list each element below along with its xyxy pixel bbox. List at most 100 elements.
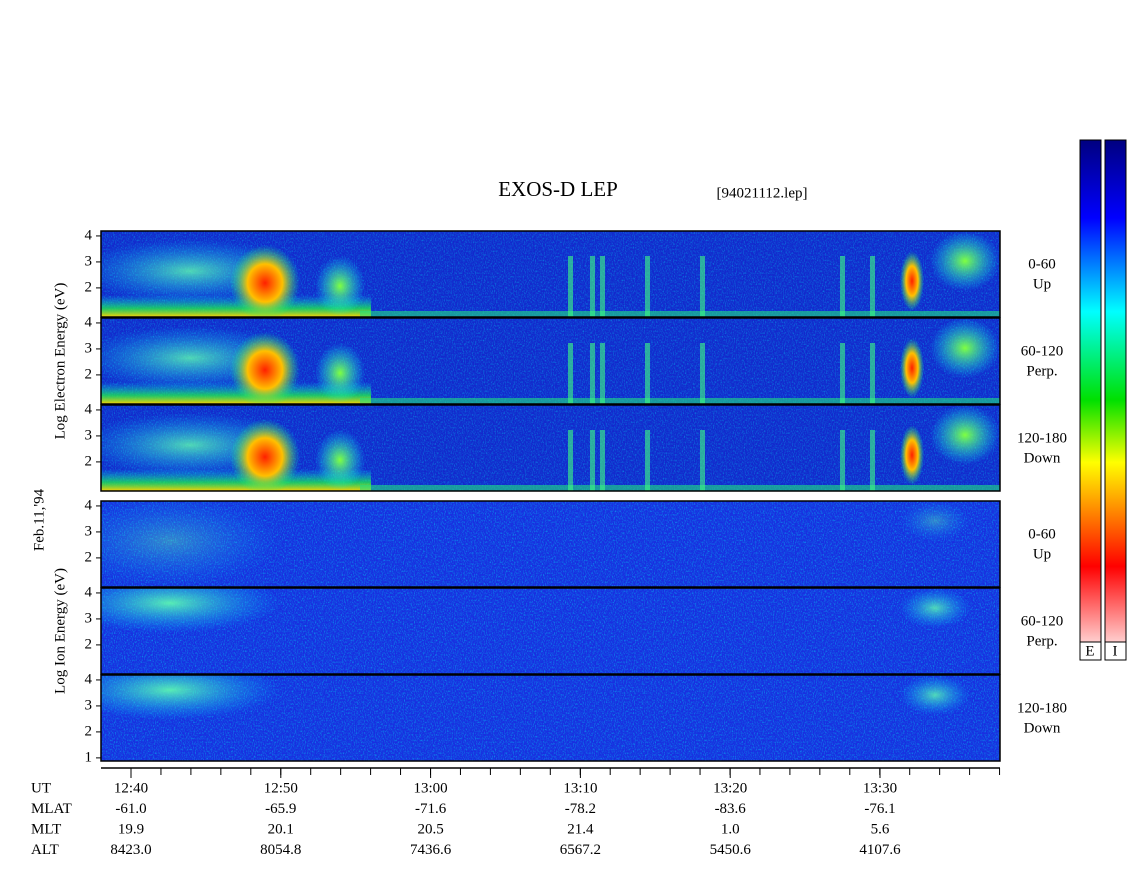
y-tick-label: 2 (85, 453, 93, 469)
direction-label: Up (1033, 276, 1051, 292)
y-tick-label: 1 (85, 749, 93, 765)
time-label: 13:20 (713, 780, 747, 796)
pitch-label: 60-120 (1021, 613, 1064, 629)
feature (900, 251, 924, 311)
feature (568, 256, 573, 317)
feature (840, 430, 845, 491)
direction-label: Perp. (1026, 633, 1057, 649)
row-value: 1.0 (721, 821, 740, 837)
direction-label: Down (1024, 720, 1061, 736)
panel-frame (100, 404, 1001, 492)
row-value: -76.1 (864, 801, 895, 817)
time-label: 12:40 (114, 780, 148, 796)
feature (101, 501, 280, 586)
y-tick-label: 4 (85, 401, 93, 417)
feature (870, 430, 875, 491)
row-label: UT (31, 780, 51, 796)
time-label: 12:50 (264, 780, 298, 796)
spectrogram (101, 675, 1000, 761)
spectrogram (101, 588, 1000, 674)
row-value: -71.6 (415, 801, 447, 817)
feature (900, 501, 970, 541)
feature (315, 256, 365, 316)
row-value: -78.2 (565, 801, 596, 817)
row-label: MLT (31, 821, 61, 837)
panel-frame (100, 500, 1001, 588)
date-label: Feb.11,'94 (31, 488, 47, 551)
y-tick-label: 3 (85, 523, 93, 539)
y-tick-label: 2 (85, 279, 93, 295)
y-tick-label: 2 (85, 366, 93, 382)
band (360, 311, 1000, 317)
row-value: 8054.8 (260, 842, 301, 858)
feature (900, 675, 970, 715)
pitch-label: 0-60 (1028, 256, 1056, 272)
feature (900, 588, 970, 628)
y-tick-label: 2 (85, 549, 93, 565)
spectrogram-panel: 1 2 3 4 120-180 Down (85, 671, 1068, 765)
row-value: -65.9 (265, 801, 296, 817)
feature (930, 405, 1000, 465)
row-value: 19.9 (118, 821, 144, 837)
time-axis: UT 12:40 12:50 13:00 13:10 13:20 13:30 MLAT -61.… (31, 767, 1001, 858)
y-axis-label: Log Electron Energy (eV) (52, 283, 68, 440)
panel-frame (100, 587, 1001, 675)
row-value: 8423.0 (110, 842, 151, 858)
y-tick-label: 4 (85, 314, 93, 330)
panels: Log Electron Energy (eV) 2 3 4 0-60 Up 2 3 4 60-1… (52, 227, 1067, 765)
spectrogram (101, 501, 1000, 587)
row-value: 5450.6 (710, 842, 752, 858)
band (360, 485, 1000, 491)
feature (568, 430, 573, 491)
row-value: 20.5 (417, 821, 443, 837)
feature (645, 256, 650, 317)
time-label: 13:30 (863, 780, 897, 796)
panel-frame (100, 674, 1001, 762)
pitch-label: 120-180 (1017, 700, 1067, 716)
spectrogram-panel: 2 3 4 0-60 Up (85, 227, 1056, 318)
direction-label: Perp. (1026, 363, 1057, 379)
feature (700, 430, 705, 491)
feature (590, 343, 595, 404)
row-value: 5.6 (871, 821, 890, 837)
y-tick-label: 3 (85, 427, 93, 443)
y-tick-label: 3 (85, 253, 93, 269)
feature (600, 256, 605, 317)
y-tick-label: 3 (85, 340, 93, 356)
colorbar (1104, 139, 1127, 661)
y-tick-label: 4 (85, 671, 93, 687)
band (360, 398, 1000, 404)
feature (230, 245, 300, 317)
feature (101, 588, 280, 633)
feature (700, 343, 705, 404)
feature (900, 338, 924, 398)
colorbar-label-box (1104, 641, 1127, 661)
feature (568, 343, 573, 404)
spectrogram (101, 318, 1000, 404)
row-value: 6567.2 (560, 842, 601, 858)
y-tick-label: 4 (85, 584, 93, 600)
feature (870, 343, 875, 404)
colorbars: E I (1079, 139, 1127, 661)
spectrogram-panel: 2 3 4 60-120 Perp. (85, 314, 1063, 405)
row-label: MLAT (31, 801, 72, 817)
spectrogram-panel: 2 3 4 120-180 Down (85, 401, 1067, 492)
y-tick-label: 4 (85, 227, 93, 243)
feature (645, 343, 650, 404)
row-value: -83.6 (715, 801, 747, 817)
colorbar-label-box (1079, 641, 1102, 661)
feature (645, 430, 650, 491)
spectrogram (101, 231, 1000, 317)
y-tick-label: 4 (85, 497, 93, 513)
panel-frame (100, 230, 1001, 318)
spectrogram-panel: 2 3 4 0-60 Up (85, 497, 1056, 588)
file-name: [94021112.lep] (717, 185, 808, 201)
feature (700, 256, 705, 317)
feature (315, 430, 365, 490)
feature (840, 256, 845, 317)
direction-label: Down (1024, 450, 1061, 466)
time-label: 13:00 (414, 780, 448, 796)
y-tick-label: 3 (85, 697, 93, 713)
y-tick-label: 2 (85, 723, 93, 739)
